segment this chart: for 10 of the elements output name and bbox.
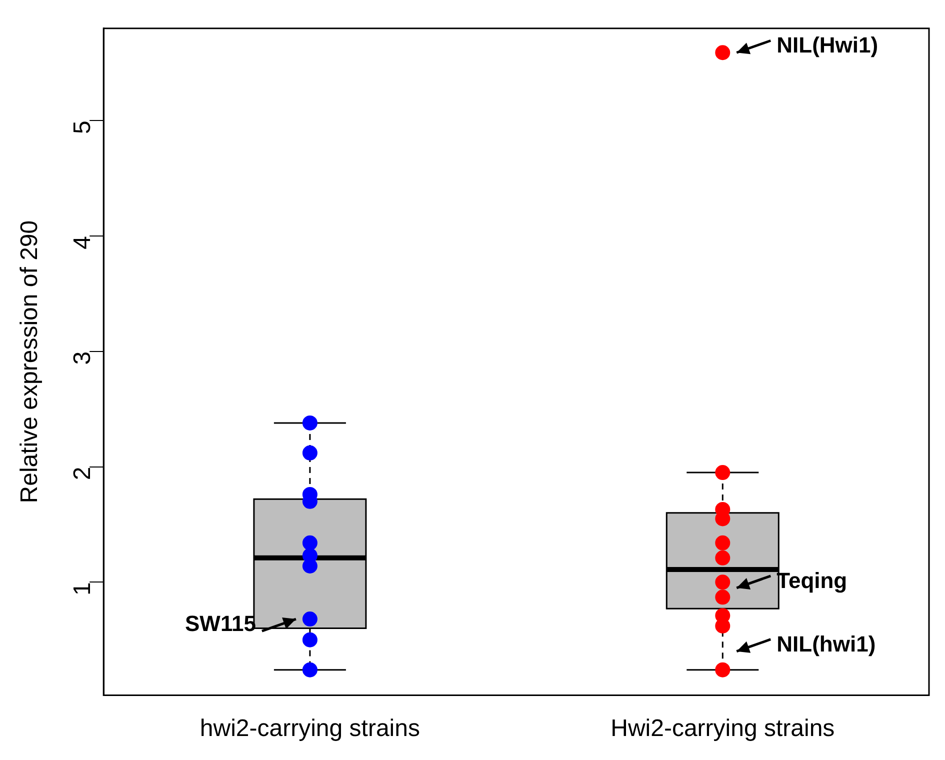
y-tick-label: 4 [69,236,96,250]
y-tick-label: 1 [69,582,96,596]
y-tick-label: 3 [69,351,96,365]
y-tick-label: 5 [69,120,96,134]
annotation: NIL(hwi1) [776,631,876,656]
y-axis-title: Relative expression of 290 [16,220,44,504]
annotation: NIL(Hwi1) [776,32,878,58]
x-tick-label: Hwi2-carrying strains [610,715,835,742]
x-tick-label: hwi2-carrying strains [200,715,420,742]
y-tick-label: 2 [69,466,96,480]
